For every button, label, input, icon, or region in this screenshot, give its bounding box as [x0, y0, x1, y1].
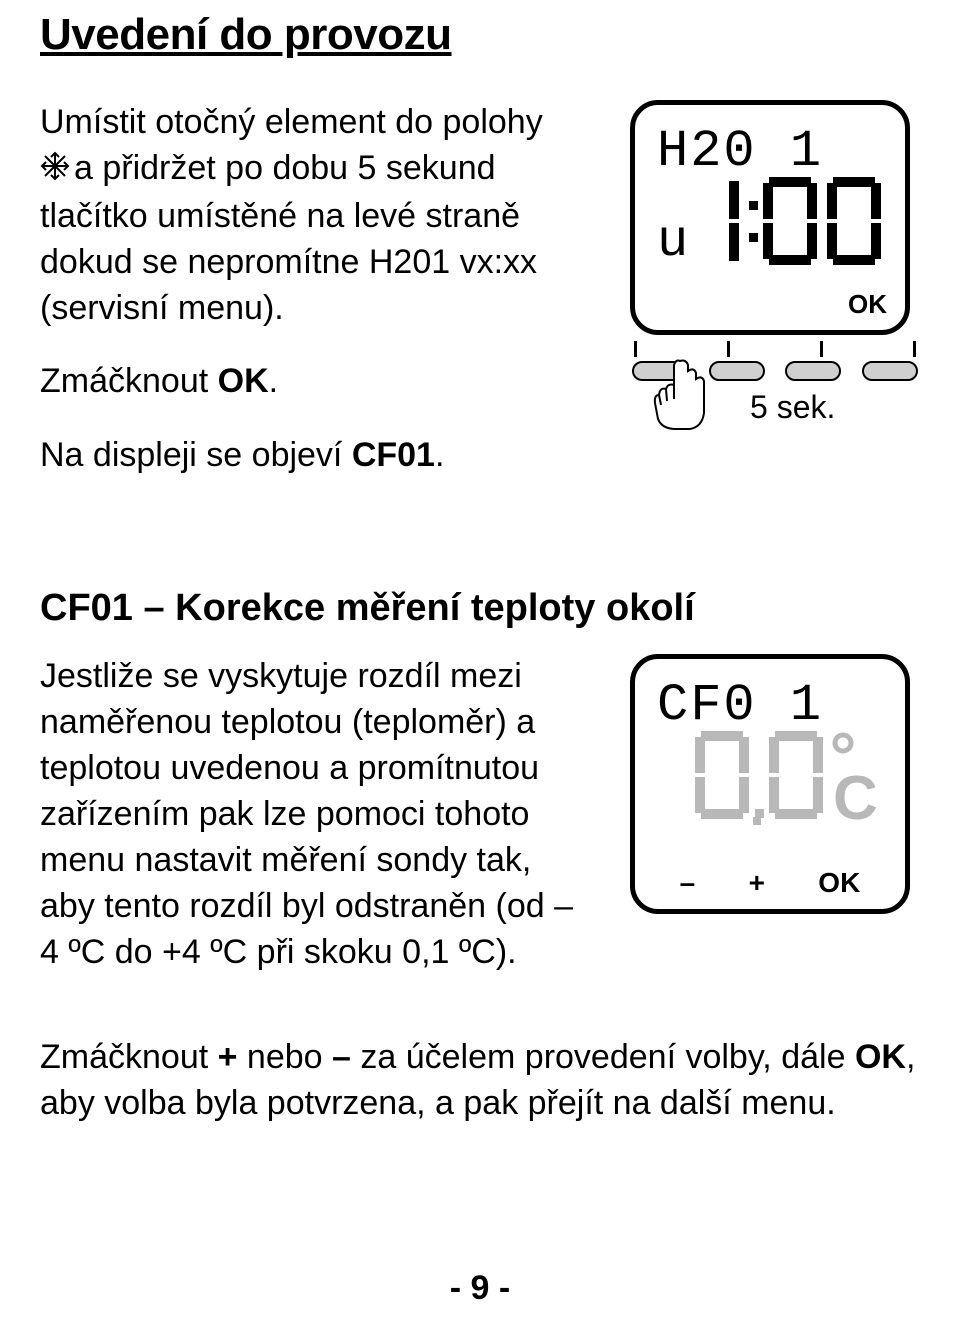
text-ok-bold: OK [218, 362, 269, 400]
tick [913, 341, 916, 357]
footer-pre: Zmáčknout [40, 1038, 218, 1076]
section-commissioning: Umístit otočný element do polohy a přidr… [40, 100, 920, 507]
para-instruction: Umístit otočný element do polohy a přidr… [40, 100, 590, 331]
footer-minus: – [332, 1038, 351, 1076]
text-dot2: . [435, 436, 444, 474]
minus-label: – [680, 867, 696, 899]
tick [820, 341, 823, 357]
text-line2: a přidržet po dobu 5 sekund [74, 149, 496, 187]
hand-icon [650, 353, 710, 423]
text-line3: tlačítko umístěné na levé straně dokud s… [40, 197, 537, 327]
svg-text:C: C [833, 764, 878, 833]
text-dot: . [269, 362, 278, 400]
text-cf01-bold: CF01 [352, 436, 435, 474]
para-display-cf01: Na displeji se objeví CF01. [40, 433, 590, 479]
footer-mid1: nebo [237, 1038, 332, 1076]
commissioning-text: Umístit otočný element do polohy a přidr… [40, 100, 590, 507]
lcd-screen-2: CF0 1 [630, 654, 910, 914]
text-press: Zmáčknout [40, 362, 218, 400]
cf01-body: Jestliže se vyskytuje rozdíl mezi naměře… [40, 654, 590, 975]
svg-text:CF0 1: CF0 1 [657, 676, 823, 735]
ok-label: OK [818, 867, 860, 899]
text-line1: Umístit otočný element do polohy [40, 103, 543, 141]
cf01-text: Jestliže se vyskytuje rozdíl mezi naměře… [40, 654, 590, 975]
lcd2-button-labels: – + OK [635, 867, 905, 899]
lcd-illustration-1: H20 1 u [630, 100, 920, 507]
snowflake-icon [40, 148, 70, 194]
text-display: Na displeji se objeví [40, 436, 352, 474]
para-press-ok: Zmáčknout OK. [40, 359, 590, 405]
footer-mid2: za účelem provedení volby, dále [351, 1038, 855, 1076]
tick [634, 341, 637, 357]
footer-plus: + [218, 1038, 238, 1076]
page-number: - 9 - [0, 1269, 960, 1308]
subtitle-cf01: CF01 – Korekce měření teploty okolí [40, 587, 920, 630]
section-cf01: Jestliže se vyskytuje rozdíl mezi naměře… [40, 654, 920, 975]
page-title: Uvedení do provozu [40, 10, 920, 60]
lcd-ok-label: OK [848, 289, 887, 320]
button-pill [785, 361, 841, 381]
plus-label: + [749, 867, 765, 899]
footer-instruction: Zmáčknout + nebo – za účelem provedení v… [40, 1035, 920, 1127]
tick [727, 341, 730, 357]
button-pill [862, 361, 918, 381]
five-sec-label: 5 sek. [750, 389, 835, 426]
svg-text:H20 1: H20 1 [657, 122, 823, 181]
button-pills-row: 5 sek. [630, 361, 920, 381]
footer-ok: OK [855, 1038, 906, 1076]
svg-text:u: u [657, 212, 688, 271]
lcd-illustration-2: CF0 1 [630, 654, 920, 975]
lcd-screen-1: H20 1 u [630, 100, 910, 335]
